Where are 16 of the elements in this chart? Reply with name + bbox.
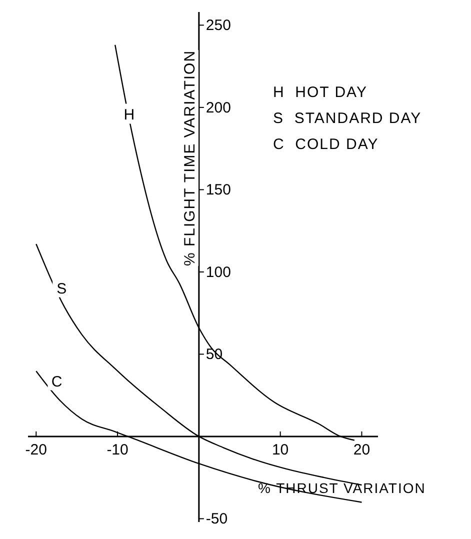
series-label: C <box>51 373 62 390</box>
y-axis-title: % FLIGHT TIME VARIATION <box>182 50 198 266</box>
annotation: H HOT DAY <box>273 83 368 103</box>
x-tick-label: -20 <box>25 441 47 458</box>
y-tick-label: 200 <box>206 99 231 116</box>
y-tick-label: 250 <box>206 17 231 34</box>
series-label: S <box>56 280 67 298</box>
x-tick-label: 20 <box>353 441 370 458</box>
annotation: S STANDARD DAY <box>273 109 422 129</box>
y-tick-label: -50 <box>206 510 228 528</box>
annotation: C COLD DAY <box>273 135 380 155</box>
y-tick-label: 100 <box>206 264 231 281</box>
x-tick-label: 10 <box>272 441 289 458</box>
series-label: H <box>124 106 135 124</box>
y-tick-label: 150 <box>206 182 231 199</box>
x-tick-label: -10 <box>106 441 128 458</box>
